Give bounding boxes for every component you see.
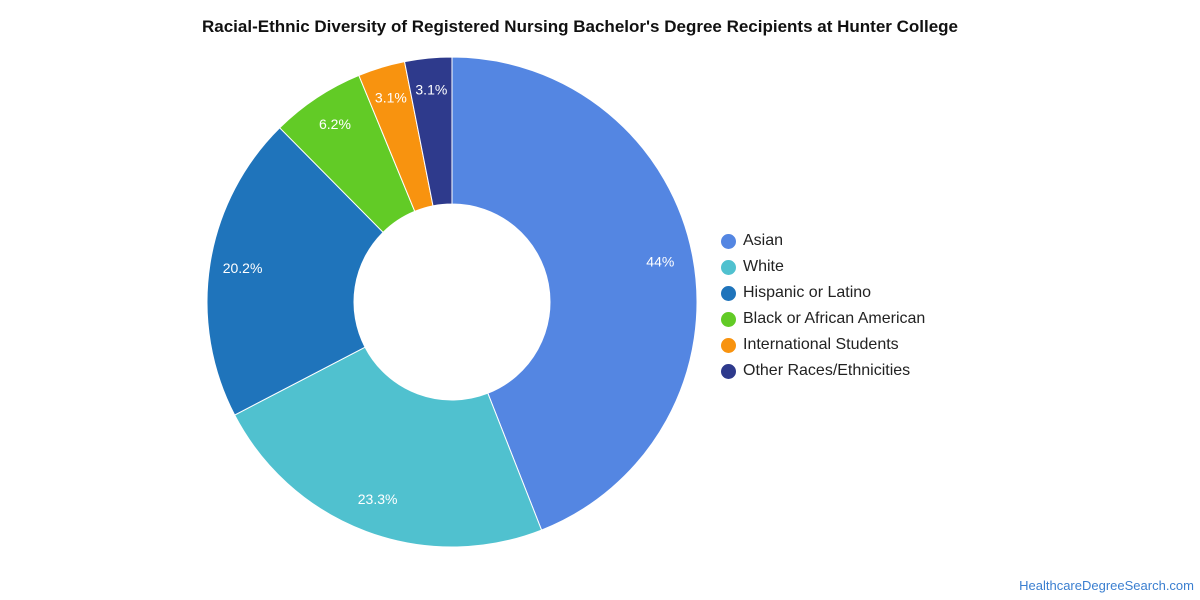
- slice-label-2: 20.2%: [223, 260, 263, 276]
- chart-legend: Asian White Hispanic or Latino Black or Afr…: [721, 228, 925, 384]
- legend-item-0[interactable]: Asian: [721, 228, 925, 254]
- chart-title: Racial-Ethnic Diversity of Registered Nu…: [201, 17, 959, 36]
- slice-5[interactable]: [403, 56, 453, 207]
- slice-label-5: 3.1%: [415, 82, 447, 98]
- legend-label-0: Asian: [743, 232, 784, 249]
- legend-item-1[interactable]: White: [721, 254, 925, 280]
- slice-label-4: 3.1%: [375, 90, 407, 106]
- legend-swatch-4: [721, 337, 736, 353]
- source-link[interactable]: HealthcareDegreeSearch.com: [1019, 578, 1194, 593]
- legend-item-2[interactable]: Hispanic or Latino: [721, 280, 925, 306]
- legend-swatch-3: [721, 311, 736, 327]
- legend-item-4[interactable]: International Students: [721, 332, 925, 358]
- slice-2[interactable]: [206, 127, 384, 416]
- legend-label-1: White: [743, 258, 784, 275]
- legend-swatch-1: [721, 259, 736, 275]
- slice-label-0: 44%: [646, 253, 674, 269]
- legend-swatch-2: [721, 285, 736, 301]
- legend-label-5: Other Races/Ethnicities: [743, 362, 911, 379]
- legend-item-5[interactable]: Other Races/Ethnicities: [721, 358, 925, 384]
- legend-swatch-0: [721, 233, 736, 249]
- legend-label-3: Black or African American: [743, 310, 926, 327]
- legend-item-3[interactable]: Black or African American: [721, 306, 925, 332]
- slice-label-3: 6.2%: [319, 116, 351, 132]
- slice-0[interactable]: [451, 56, 698, 531]
- legend-swatch-5: [721, 363, 736, 379]
- legend-label-2: Hispanic or Latino: [743, 284, 872, 301]
- slice-label-1: 23.3%: [358, 491, 398, 507]
- legend-label-4: International Students: [743, 336, 899, 353]
- slice-1[interactable]: [233, 346, 543, 548]
